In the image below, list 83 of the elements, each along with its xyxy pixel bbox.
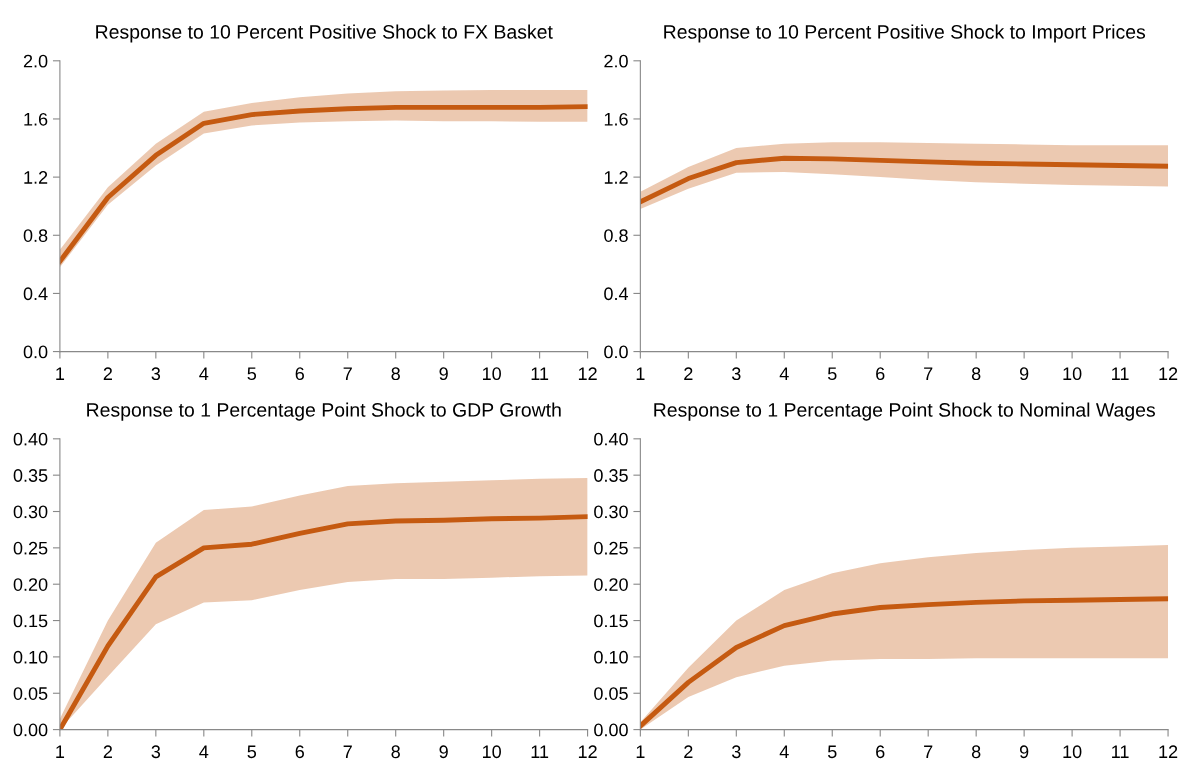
- chart-title: Response to 1 Percentage Point Shock to GDP Growth: [87, 402, 561, 421]
- x-tick-label: 9: [439, 745, 448, 759]
- x-tick-label: 1: [56, 367, 65, 380]
- x-tick-label: 1: [56, 745, 65, 758]
- x-tick-label: 8: [391, 745, 400, 759]
- y-tick-label: 1.6: [24, 112, 48, 126]
- y-tick-label: 0.00: [13, 723, 48, 737]
- x-tick-label: 7: [343, 367, 352, 380]
- x-tick-label: 12: [1159, 745, 1178, 758]
- x-tick-label: 9: [1019, 367, 1029, 381]
- x-tick-label: 4: [779, 745, 789, 758]
- x-tick-label: 5: [247, 367, 257, 381]
- y-tick-label: 0.15: [594, 614, 628, 628]
- y-tick-label: 0.0: [604, 345, 628, 359]
- y-tick-label: 2.0: [604, 54, 628, 68]
- y-tick-label: 0.8: [604, 229, 628, 242]
- y-tick-label: 0.20: [13, 578, 48, 591]
- x-tick-label: 2: [103, 367, 112, 380]
- x-tick-label: 4: [199, 745, 209, 758]
- x-tick-label: 5: [827, 367, 837, 381]
- x-tick-label: 12: [578, 367, 597, 380]
- y-tick-label: 0.35: [13, 469, 48, 482]
- x-tick-label: 4: [199, 367, 209, 380]
- x-tick-label: 8: [971, 745, 981, 759]
- chart-title: Response to 10 Percent Positive Shock to Import Prices: [664, 24, 1146, 43]
- y-tick-label: 0.0: [23, 345, 48, 359]
- x-tick-label: 11: [531, 745, 549, 758]
- y-tick-label: 0.30: [594, 505, 628, 519]
- y-tick-label: 0.15: [13, 614, 48, 628]
- x-tick-label: 12: [1159, 367, 1178, 380]
- x-tick-label: 4: [779, 367, 789, 380]
- x-tick-label: 7: [343, 745, 352, 758]
- x-tick-label: 1: [636, 745, 645, 758]
- x-tick-label: 11: [1112, 367, 1129, 380]
- x-tick-label: 6: [876, 367, 885, 381]
- x-tick-label: 2: [684, 367, 693, 380]
- y-tick-label: 0.05: [594, 687, 628, 700]
- y-tick-label: 0.40: [594, 432, 628, 446]
- x-tick-label: 11: [1112, 745, 1129, 758]
- x-tick-label: 2: [684, 745, 693, 758]
- x-tick-label: 1: [636, 367, 645, 380]
- x-tick-label: 6: [876, 745, 885, 759]
- x-tick-label: 3: [151, 745, 161, 759]
- x-tick-label: 10: [482, 745, 501, 759]
- x-tick-label: 8: [391, 367, 400, 381]
- y-tick-label: 0.05: [13, 687, 48, 700]
- y-tick-label: 0.4: [604, 287, 629, 301]
- x-tick-label: 5: [247, 745, 257, 759]
- y-tick-label: 0.8: [23, 229, 48, 242]
- chart-title: Response to 10 Percent Positive Shock to FX Basket: [96, 24, 553, 43]
- y-tick-label: 0.40: [13, 432, 48, 446]
- x-tick-label: 3: [731, 367, 741, 381]
- x-tick-label: 8: [971, 367, 981, 381]
- x-tick-label: 5: [827, 745, 837, 759]
- x-tick-label: 10: [1063, 367, 1082, 381]
- y-tick-label: 0.20: [594, 578, 628, 591]
- x-tick-label: 9: [439, 367, 448, 381]
- y-tick-label: 0.35: [594, 469, 628, 482]
- x-tick-label: 3: [731, 745, 741, 759]
- x-tick-label: 2: [103, 745, 112, 758]
- line-series: [640, 155, 1169, 205]
- x-tick-label: 10: [482, 367, 501, 381]
- x-tick-label: 11: [531, 367, 549, 380]
- x-tick-label: 12: [578, 745, 597, 758]
- x-tick-label: 6: [295, 745, 304, 759]
- y-tick-label: 1.6: [604, 112, 628, 126]
- x-tick-label: 7: [924, 745, 933, 758]
- y-tick-label: 0.25: [594, 541, 628, 555]
- y-tick-label: 2.0: [23, 54, 48, 68]
- y-tick-label: 1.2: [604, 171, 628, 184]
- y-tick-label: 0.25: [13, 541, 48, 555]
- y-tick-label: 0.10: [13, 650, 48, 664]
- y-tick-label: 0.00: [594, 723, 628, 737]
- x-tick-label: 3: [151, 367, 161, 381]
- y-tick-label: 0.30: [13, 505, 48, 519]
- chart-title: Response to 1 Percentage Point Shock to Nominal Wages: [654, 402, 1155, 421]
- x-tick-label: 10: [1063, 745, 1082, 759]
- y-tick-label: 1.2: [24, 171, 48, 184]
- x-tick-label: 6: [295, 367, 304, 381]
- y-tick-label: 0.4: [23, 287, 48, 301]
- x-tick-label: 7: [924, 367, 933, 380]
- x-tick-label: 9: [1019, 745, 1029, 759]
- y-tick-label: 0.10: [594, 650, 628, 664]
